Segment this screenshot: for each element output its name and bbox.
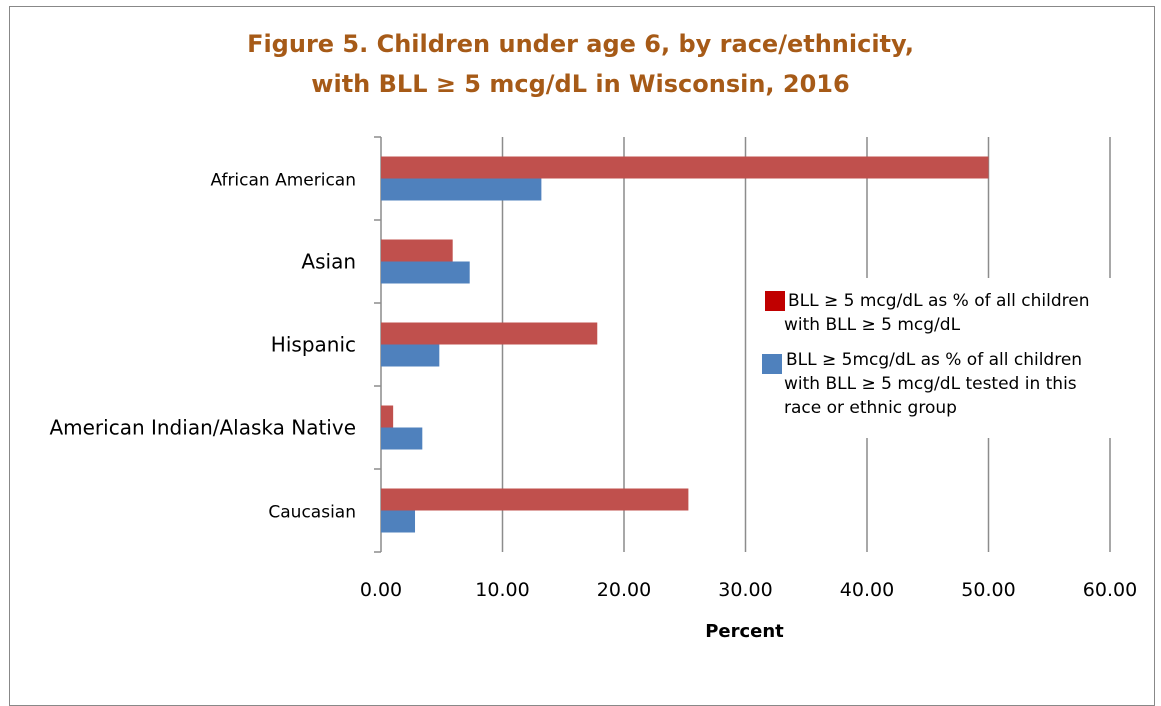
category-label: Asian [301,250,356,274]
x-tick-label: 10.00 [475,579,529,601]
bar-series-2 [381,427,423,450]
bar-series-2 [381,344,440,367]
legend-box [756,278,1136,438]
x-tick-label: 50.00 [961,579,1015,601]
category-label: African American [210,171,356,191]
legend-label-series-1: with BLL ≥ 5 mcg/dL [784,315,961,335]
legend-swatch-series-2 [762,354,782,374]
bar-series-1 [381,322,598,345]
bar-series-1 [381,405,394,428]
x-tick-label: 0.00 [360,579,402,601]
chart-title-line1: Figure 5. Children under age 6, by race/… [247,30,914,58]
legend-label-series-2: with BLL ≥ 5 mcg/dL tested in this [784,374,1077,394]
legend-label-series-2: race or ethnic group [784,398,957,418]
legend-label-series-2: BLL ≥ 5mcg/dL as % of all children [786,350,1082,370]
x-tick-label: 30.00 [718,579,772,601]
category-label: American Indian/Alaska Native [49,416,356,440]
category-label: Hispanic [271,333,356,357]
bar-chart: African American Asian Hispanic American In… [49,136,1137,642]
bar-series-1 [381,239,453,262]
bar-series-2 [381,178,542,201]
bar-series-1 [381,488,689,511]
category-label: Caucasian [268,503,356,523]
x-tick-label: 60.00 [1083,579,1137,601]
x-tick-label: 40.00 [840,579,894,601]
legend-label-series-1: BLL ≥ 5 mcg/dL as % of all children [788,291,1089,311]
legend-swatch-series-1 [765,291,785,311]
x-tick-label: 20.00 [597,579,651,601]
bar-series-2 [381,261,470,284]
x-axis-title: Percent [705,621,784,642]
bar-series-1 [381,156,989,179]
chart-title-line2: with BLL ≥ 5 mcg/dL in Wisconsin, 2016 [311,70,850,98]
bar-series-2 [381,510,416,533]
